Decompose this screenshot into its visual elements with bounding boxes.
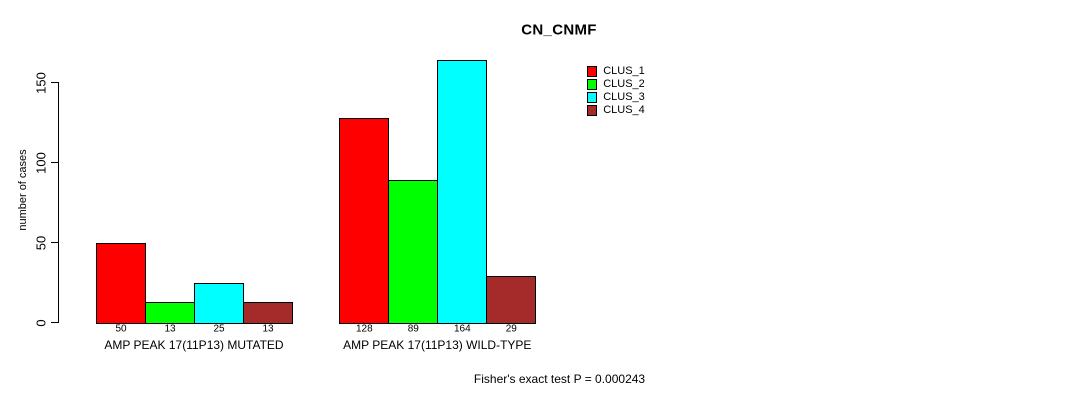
legend-swatch [586, 105, 598, 116]
legend-item: CLUS_1 [586, 64, 645, 77]
bar-value-label: 128 [355, 323, 373, 335]
bar-value-label: 25 [213, 323, 225, 335]
bar [388, 180, 439, 324]
y-axis-line [57, 81, 59, 324]
legend-label: CLUS_4 [603, 104, 645, 117]
x-category-label: AMP PEAK 17(11P13) WILD-TYPE [343, 338, 532, 352]
bar-value-label: 164 [453, 323, 471, 335]
legend-label: CLUS_2 [603, 77, 645, 90]
y-tick [51, 321, 59, 324]
bar [145, 301, 195, 324]
bar-value-label: 29 [505, 323, 517, 335]
y-tick-label: 150 [33, 71, 48, 94]
bar [194, 282, 244, 324]
bar-value-label: 50 [115, 323, 127, 335]
legend-label: CLUS_1 [603, 64, 645, 77]
y-tick [51, 241, 59, 244]
y-tick-label: 0 [33, 319, 48, 327]
y-tick-label: 50 [33, 235, 48, 250]
bar-value-label: 13 [262, 323, 274, 335]
bar [339, 117, 390, 324]
y-tick-label: 100 [33, 151, 48, 174]
bar [486, 276, 537, 324]
bar [96, 242, 146, 324]
legend-item: CLUS_4 [586, 104, 645, 117]
bar-value-label: 89 [407, 323, 419, 335]
bar [243, 301, 293, 324]
legend-swatch [586, 66, 598, 77]
y-tick [51, 81, 59, 84]
y-axis-title: number of cases [17, 149, 29, 231]
chart-title: CN_CNMF [521, 21, 597, 38]
y-tick [51, 161, 59, 164]
x-category-label: AMP PEAK 17(11P13) MUTATED [104, 338, 284, 352]
legend-item: CLUS_3 [586, 91, 645, 103]
fisher-test-annotation: Fisher's exact test P = 0.000243 [473, 371, 646, 386]
legend-item: CLUS_2 [586, 77, 645, 90]
bar [437, 60, 488, 324]
legend-label: CLUS_3 [603, 91, 645, 103]
legend-swatch [586, 92, 598, 103]
bar-value-label: 13 [164, 323, 176, 335]
legend-swatch [586, 79, 598, 90]
